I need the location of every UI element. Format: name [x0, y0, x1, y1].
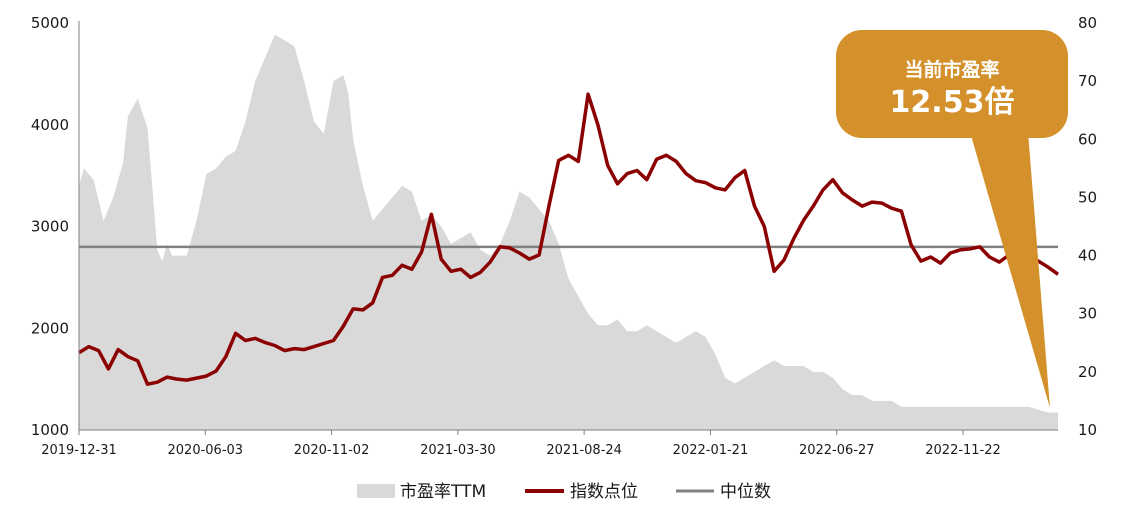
- right-tick-label: 70: [1078, 72, 1097, 90]
- left-tick-label: 1000: [31, 421, 69, 439]
- right-tick-label: 10: [1078, 421, 1097, 439]
- right-tick-label: 40: [1078, 247, 1097, 265]
- left-tick-label: 5000: [31, 14, 69, 32]
- legend-swatch-pe: [357, 484, 395, 498]
- axes-layer: [78, 21, 1058, 431]
- index-line: [78, 92, 1060, 386]
- pe-area: [79, 34, 1058, 430]
- legend-label-index: 指数点位: [570, 482, 638, 502]
- x-tick-label: 2020-06-03: [168, 443, 244, 458]
- legend-label-pe: 市盈率TTM: [400, 482, 486, 502]
- left-tick-label: 3000: [31, 218, 69, 236]
- x-tick-label: 2020-11-02: [294, 443, 370, 458]
- legend: 市盈率TTM 指数点位 中位数: [357, 482, 771, 502]
- pe-callout: 当前市盈率 12.53倍: [836, 30, 1068, 408]
- x-tick-label: 2022-11-22: [925, 443, 1001, 458]
- right-tick-label: 20: [1078, 363, 1097, 381]
- x-tick-label: 2022-01-21: [673, 443, 749, 458]
- left-axis-ticks: 1000 2000 3000 4000 5000: [31, 14, 69, 439]
- right-tick-label: 60: [1078, 130, 1097, 148]
- x-tick-label: 2019-12-31: [41, 443, 117, 458]
- left-tick-label: 4000: [31, 116, 69, 134]
- index-line-layer: [78, 92, 1060, 386]
- callout-value: 12.53倍: [890, 85, 1015, 120]
- callout-box: [836, 30, 1068, 138]
- x-tick-label: 2022-06-27: [799, 443, 875, 458]
- right-tick-label: 80: [1078, 14, 1097, 32]
- right-axis-ticks: 10 20 30 40 50 60 70 80: [1078, 14, 1097, 439]
- right-tick-label: 30: [1078, 305, 1097, 323]
- callout-pointer: [970, 132, 1050, 408]
- right-tick-label: 50: [1078, 188, 1097, 206]
- callout-title: 当前市盈率: [904, 58, 999, 81]
- x-tick-label: 2021-08-24: [546, 443, 622, 458]
- x-tick-label: 2021-03-30: [420, 443, 496, 458]
- legend-label-median: 中位数: [720, 482, 771, 502]
- x-axis-ticks: 2019-12-31 2020-06-03 2020-11-02 2021-03-30…: [41, 430, 1001, 458]
- pe-area-layer: [79, 34, 1058, 430]
- left-tick-label: 2000: [31, 319, 69, 337]
